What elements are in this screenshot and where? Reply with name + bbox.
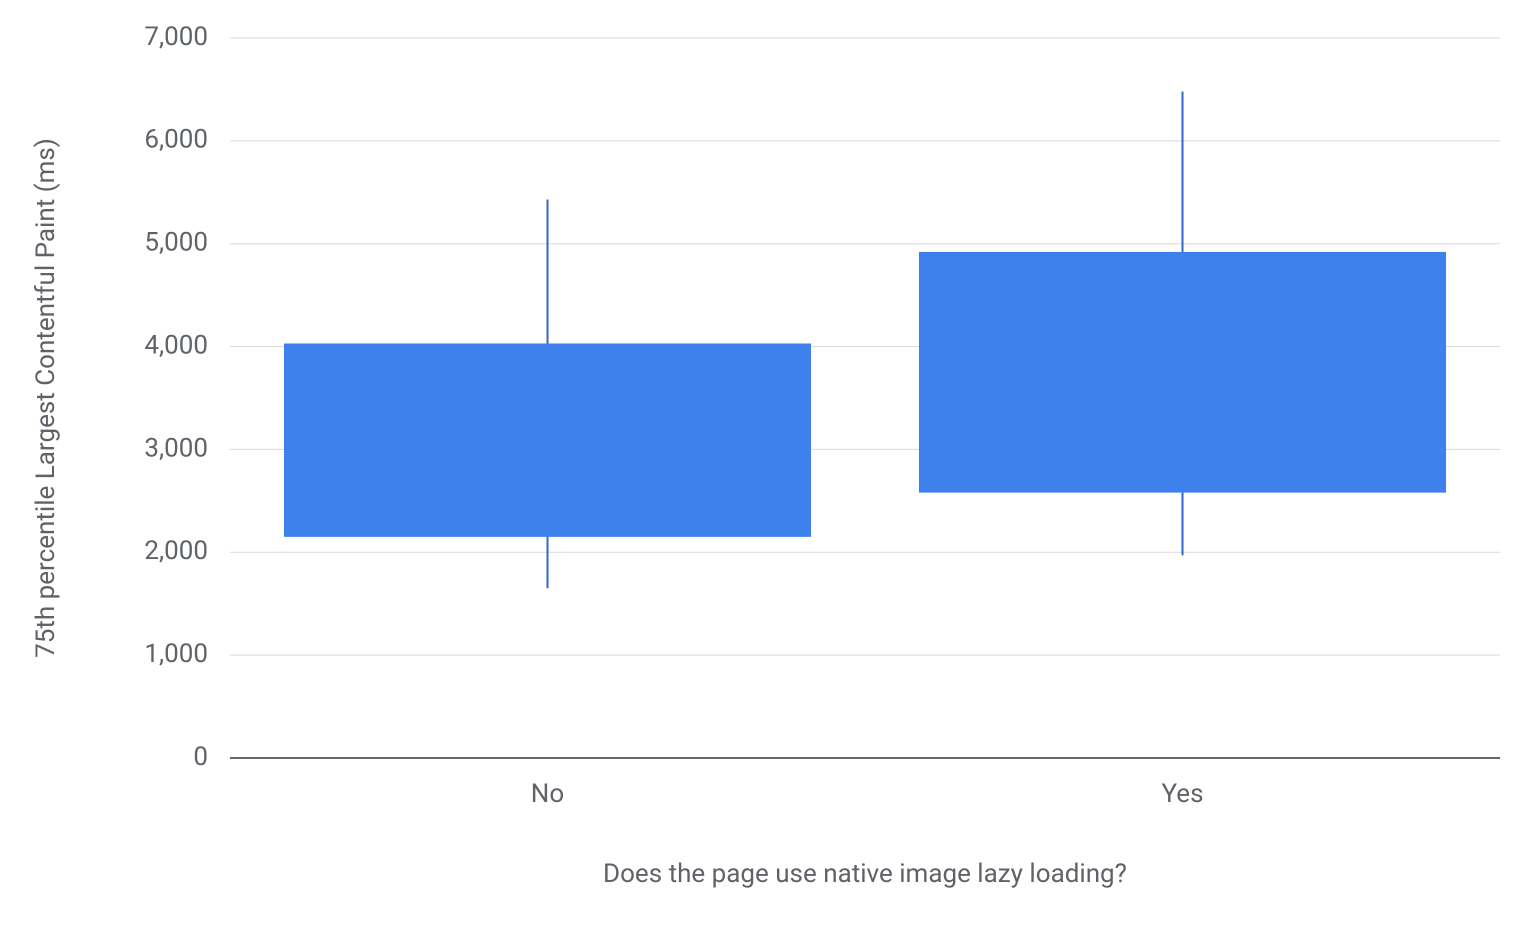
y-tick-label: 2,000 [144,536,208,566]
y-tick-label: 7,000 [144,22,208,52]
y-tick-label: 3,000 [144,433,208,463]
y-tick-label: 0 [193,742,208,772]
box [919,252,1446,493]
x-axis-label: Does the page use native image lazy load… [603,859,1127,889]
x-tick-label: No [531,779,564,809]
y-tick-label: 6,000 [144,125,208,155]
y-tick-label: 4,000 [144,330,208,360]
chart-svg: 0 1,000 2,000 3,000 4,000 5,000 6,000 7,000 No Ye… [0,0,1540,940]
y-axis-label: 75th percentile Largest Contentful Paint… [31,138,61,658]
y-tick-label: 1,000 [144,639,208,669]
x-tick-label: Yes [1162,779,1204,809]
box [284,343,811,536]
y-tick-label: 5,000 [144,228,208,258]
boxplot-chart: 0 1,000 2,000 3,000 4,000 5,000 6,000 7,000 No Ye… [0,0,1540,940]
